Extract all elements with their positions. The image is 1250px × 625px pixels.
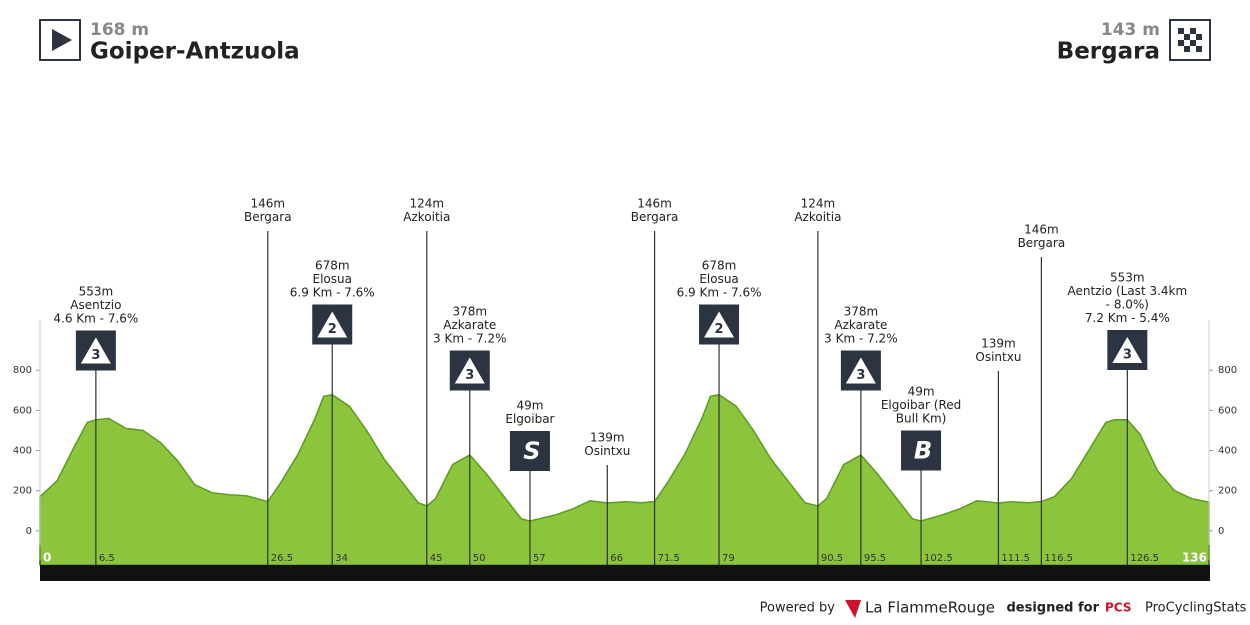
annotation-label: Asentzio [70, 298, 121, 312]
footer-designed: designed for [1006, 601, 1099, 616]
base-bar [40, 565, 1210, 581]
annotation-label: 146m [250, 197, 285, 211]
annotation-label: Bergara [1018, 236, 1066, 250]
start-arrow [52, 29, 72, 51]
badge-triangle [317, 311, 348, 338]
badge-label: 3 [1123, 348, 1132, 363]
footer-powered: Powered by [760, 601, 836, 616]
y-tick-label: 200 [13, 486, 32, 497]
badge-triangle [80, 337, 111, 364]
y2-tick-label: 600 [1218, 405, 1237, 416]
annotation-label: Elosua [699, 272, 738, 286]
annotation-label: Osintxu [975, 350, 1021, 364]
annotation-label: Osintxu [584, 444, 630, 458]
annotation-label: Azkarate [443, 318, 496, 332]
annotation-label: Elosua [313, 272, 352, 286]
badge-label: 3 [465, 368, 474, 383]
badge-label: 2 [715, 322, 724, 337]
badge-triangle [454, 357, 485, 384]
flame-icon [845, 600, 861, 618]
climb-badge [509, 431, 550, 471]
finish-elevation: 143 m [1101, 20, 1160, 40]
start-icon [39, 19, 81, 61]
annotation-label: Bergara [631, 210, 679, 224]
annotation-label: Azkoitia [794, 210, 841, 224]
x-tick-label: 0 [43, 551, 51, 565]
annotation-label: 4.6 Km - 7.6% [53, 312, 138, 326]
x-tick-label: 136 [1182, 551, 1207, 565]
pcs-box [1105, 601, 1140, 615]
annotation-label: 124m [801, 197, 836, 211]
annotation-label: 139m [981, 337, 1016, 351]
annotation-label: 678m [702, 259, 737, 273]
annotation-label: 7.2 Km - 5.4% [1085, 311, 1170, 325]
annotation-label: Elgoibar (Red [881, 398, 961, 412]
badge-label: B [914, 437, 932, 465]
annotation-label: - 8.0%) [1106, 298, 1149, 312]
start-elevation: 168 m [90, 20, 149, 40]
annotation-label: 378m [844, 305, 879, 319]
start-name: Goiper-Antzuola [90, 39, 300, 65]
finish-name: Bergara [1057, 39, 1160, 65]
annotation-label: 124m [410, 197, 445, 211]
y-tick-label: 800 [13, 365, 32, 376]
annotation-label: 378m [452, 305, 487, 319]
x-tick-label: 45 [430, 553, 443, 564]
y2-tick-label: 800 [1218, 365, 1237, 376]
x-tick-label: 50 [473, 553, 486, 564]
annotation-label: Bull Km) [896, 412, 947, 426]
annotation-label: Aentzio (Last 3.4km [1067, 284, 1187, 298]
x-tick-label: 34 [335, 553, 348, 564]
annotation-label: 139m [590, 431, 625, 445]
x-tick-label: 126.5 [1130, 553, 1159, 564]
x-tick-label: 116.5 [1044, 553, 1073, 564]
badge-label: S [523, 437, 540, 465]
badge-label: 3 [856, 368, 865, 383]
y-tick-label: 0 [26, 526, 32, 537]
x-tick-label: 102.5 [924, 553, 953, 564]
annotation-label: 146m [1024, 223, 1059, 237]
annotation-label: 49m [516, 399, 543, 413]
x-tick-label: 90.5 [821, 553, 843, 564]
footer-brand: La FlammeRouge [865, 599, 995, 617]
x-tick-label: 111.5 [1001, 553, 1030, 564]
finish-icon [1169, 19, 1211, 61]
footer-site: ProCyclingStats [1145, 601, 1247, 616]
x-tick-label: 57 [533, 553, 546, 564]
annotation-label: 3 Km - 7.2% [824, 332, 897, 346]
badge-label: 2 [328, 322, 337, 337]
badge-triangle [1112, 337, 1143, 363]
annotation-label: 146m [637, 197, 672, 211]
y2-tick-label: 400 [1218, 446, 1237, 457]
annotation-label: Bergara [244, 210, 292, 224]
climb-badge [901, 430, 942, 471]
annotation-label: 49m [908, 385, 935, 399]
badge-label: 3 [91, 348, 100, 363]
x-tick-label: 95.5 [864, 553, 886, 564]
annotation-label: 3 Km - 7.2% [433, 332, 506, 346]
profile-area [39, 393, 1210, 566]
annotation-label: Azkarate [834, 318, 887, 332]
annotation-label: 6.9 Km - 7.6% [290, 286, 375, 300]
annotation-label: 678m [315, 259, 350, 273]
x-tick-label: 6.5 [99, 553, 115, 564]
x-tick-label: 79 [722, 553, 735, 564]
y-tick-label: 400 [13, 446, 32, 457]
badge-triangle [845, 357, 876, 384]
y-tick-label: 600 [13, 405, 32, 416]
y2-tick-label: 0 [1218, 526, 1224, 537]
annotation-label: Azkoitia [403, 210, 450, 224]
annotation-label: Elgoibar [505, 412, 554, 426]
annotation-label: 553m [79, 285, 114, 299]
x-tick-label: 71.5 [658, 553, 680, 564]
x-tick-label: 66 [610, 553, 623, 564]
footer-pcs: PCS [1105, 601, 1131, 615]
x-tick-label: 26.5 [271, 553, 293, 564]
y2-tick-label: 200 [1218, 486, 1237, 497]
badge-triangle [704, 311, 735, 338]
annotation-label: 553m [1110, 271, 1145, 285]
annotation-label: 6.9 Km - 7.6% [677, 286, 762, 300]
